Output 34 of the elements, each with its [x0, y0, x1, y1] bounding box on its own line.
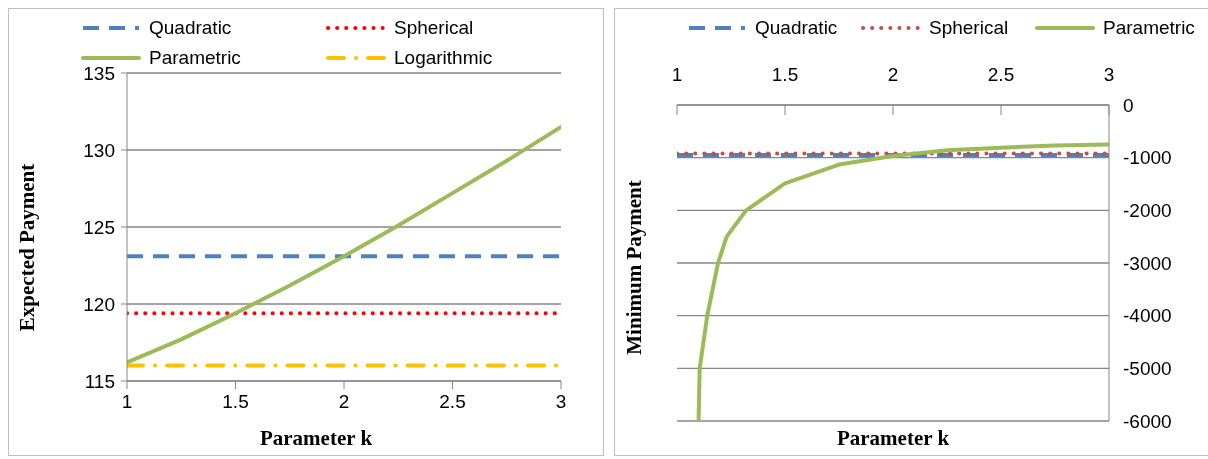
y-tick-label: 115	[84, 370, 115, 392]
x-tick-label: 1.5	[222, 391, 249, 413]
y-axis-title: Expected Payment	[15, 163, 41, 331]
legend-label: Parametric	[1103, 17, 1195, 39]
y-tick-label: -3000	[1123, 252, 1172, 274]
x-tick-label: 1	[671, 64, 683, 85]
legend-label: Spherical	[394, 17, 474, 39]
x-tick-label: 1	[121, 391, 133, 413]
y-tick-label: 135	[83, 62, 115, 84]
x-axis-title: Parameter k	[835, 426, 951, 451]
x-tick-label: 2.5	[987, 64, 1015, 85]
x-tick-label: 3	[1103, 64, 1115, 85]
line-series	[696, 142, 1109, 421]
y-tick-label: 130	[83, 139, 115, 161]
x-tick-label: 1.5	[771, 64, 799, 85]
y-tick-label: 125	[83, 216, 115, 238]
y-tick-label: -6000	[1123, 410, 1172, 432]
y-tick-label: 0	[1123, 94, 1134, 116]
y-tick-label: -4000	[1123, 305, 1172, 327]
y-tick-label: 120	[83, 293, 115, 315]
y-tick-label: -1000	[1123, 147, 1172, 169]
x-tick-label: 2.5	[439, 391, 466, 413]
legend-label: Quadratic	[755, 17, 838, 39]
x-tick-label: 2	[887, 64, 899, 85]
legend-label: Quadratic	[149, 17, 232, 39]
y-tick-label: -5000	[1123, 358, 1172, 380]
y-axis-title: Minimum Payment	[621, 179, 647, 355]
x-tick-label: 3	[555, 391, 567, 413]
x-tick-label: 2	[338, 391, 350, 413]
legend-label: Spherical	[929, 17, 1009, 39]
y-tick-label: -2000	[1123, 200, 1172, 222]
legend-label: Parametric	[149, 47, 241, 69]
x-axis-title: Parameter k	[258, 426, 374, 451]
legend-label: Logarithmic	[394, 47, 493, 69]
